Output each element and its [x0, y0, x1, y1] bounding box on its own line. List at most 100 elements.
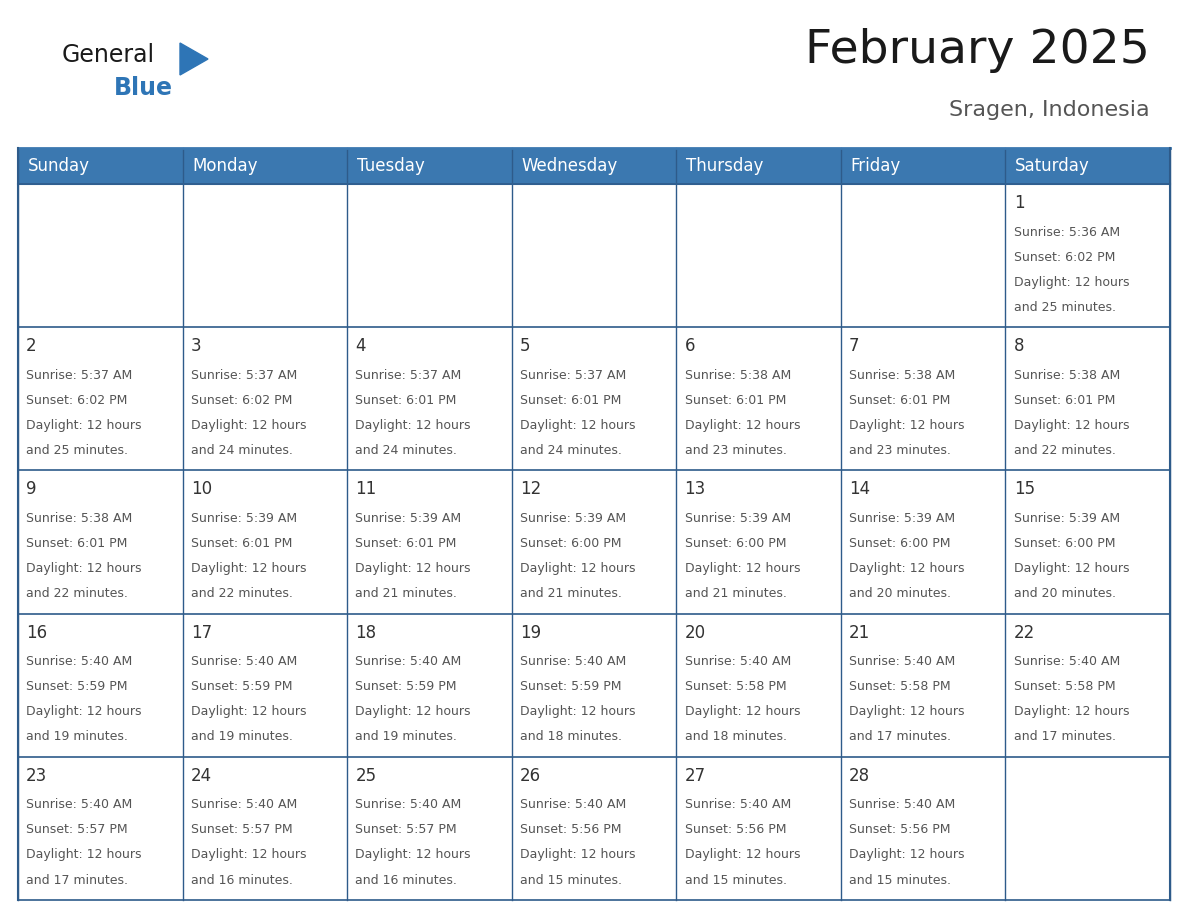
Text: Sunrise: 5:40 AM: Sunrise: 5:40 AM [849, 799, 955, 812]
Text: and 17 minutes.: and 17 minutes. [849, 731, 952, 744]
Text: Daylight: 12 hours: Daylight: 12 hours [684, 562, 800, 575]
Text: Daylight: 12 hours: Daylight: 12 hours [849, 705, 965, 718]
Text: Monday: Monday [192, 157, 258, 175]
Text: Sunrise: 5:38 AM: Sunrise: 5:38 AM [26, 512, 133, 525]
Text: Sunset: 6:01 PM: Sunset: 6:01 PM [849, 394, 950, 407]
Text: 1: 1 [1013, 194, 1024, 212]
Text: Sunrise: 5:40 AM: Sunrise: 5:40 AM [1013, 655, 1120, 668]
Text: Daylight: 12 hours: Daylight: 12 hours [191, 705, 307, 718]
Text: and 16 minutes.: and 16 minutes. [191, 874, 292, 887]
Text: and 25 minutes.: and 25 minutes. [26, 444, 128, 457]
Bar [1005, 613, 1170, 756]
Text: 27: 27 [684, 767, 706, 785]
Bar [676, 184, 841, 327]
Text: 25: 25 [355, 767, 377, 785]
Text: Sunrise: 5:40 AM: Sunrise: 5:40 AM [26, 799, 133, 812]
Text: and 21 minutes.: and 21 minutes. [520, 588, 621, 600]
Text: Sunset: 5:59 PM: Sunset: 5:59 PM [191, 680, 292, 693]
Text: Daylight: 12 hours: Daylight: 12 hours [355, 848, 470, 861]
Text: Daylight: 12 hours: Daylight: 12 hours [26, 562, 141, 575]
Text: Friday: Friday [851, 157, 901, 175]
Text: 20: 20 [684, 623, 706, 642]
Bar [183, 613, 347, 756]
Bar [512, 327, 676, 470]
Text: Blue: Blue [114, 76, 173, 100]
Text: Daylight: 12 hours: Daylight: 12 hours [191, 419, 307, 431]
Bar [841, 148, 1005, 184]
Bar [512, 184, 676, 327]
Text: Daylight: 12 hours: Daylight: 12 hours [26, 705, 141, 718]
Text: Sunset: 6:01 PM: Sunset: 6:01 PM [355, 537, 456, 550]
Text: Sunset: 6:01 PM: Sunset: 6:01 PM [191, 537, 292, 550]
Text: and 21 minutes.: and 21 minutes. [355, 588, 457, 600]
Text: Thursday: Thursday [687, 157, 764, 175]
Text: 15: 15 [1013, 480, 1035, 498]
Text: 3: 3 [191, 337, 202, 355]
Text: 4: 4 [355, 337, 366, 355]
Text: Daylight: 12 hours: Daylight: 12 hours [1013, 419, 1129, 431]
Text: Sunset: 5:59 PM: Sunset: 5:59 PM [520, 680, 621, 693]
Text: Sunset: 5:57 PM: Sunset: 5:57 PM [26, 823, 128, 836]
Text: Sunrise: 5:40 AM: Sunrise: 5:40 AM [520, 655, 626, 668]
Bar [183, 184, 347, 327]
Text: February 2025: February 2025 [805, 28, 1150, 73]
Bar [183, 470, 347, 613]
Text: and 23 minutes.: and 23 minutes. [684, 444, 786, 457]
Text: and 21 minutes.: and 21 minutes. [684, 588, 786, 600]
Text: 28: 28 [849, 767, 871, 785]
Text: Sunrise: 5:39 AM: Sunrise: 5:39 AM [684, 512, 791, 525]
Text: 12: 12 [520, 480, 542, 498]
Text: Sunrise: 5:40 AM: Sunrise: 5:40 AM [26, 655, 133, 668]
Text: and 24 minutes.: and 24 minutes. [355, 444, 457, 457]
Bar [1005, 184, 1170, 327]
Text: 14: 14 [849, 480, 871, 498]
Text: Sunset: 6:00 PM: Sunset: 6:00 PM [849, 537, 950, 550]
Text: Sunrise: 5:39 AM: Sunrise: 5:39 AM [849, 512, 955, 525]
Bar [18, 184, 183, 327]
Bar [347, 327, 512, 470]
Text: 10: 10 [191, 480, 211, 498]
Text: Sunrise: 5:39 AM: Sunrise: 5:39 AM [1013, 512, 1120, 525]
Text: 7: 7 [849, 337, 860, 355]
Text: and 18 minutes.: and 18 minutes. [520, 731, 623, 744]
Text: Sunrise: 5:40 AM: Sunrise: 5:40 AM [191, 799, 297, 812]
Text: and 22 minutes.: and 22 minutes. [191, 588, 292, 600]
Text: 22: 22 [1013, 623, 1035, 642]
Text: Daylight: 12 hours: Daylight: 12 hours [355, 419, 470, 431]
Text: and 17 minutes.: and 17 minutes. [26, 874, 128, 887]
Text: Sunset: 6:00 PM: Sunset: 6:00 PM [520, 537, 621, 550]
Bar [347, 184, 512, 327]
Bar [1005, 470, 1170, 613]
Bar [676, 613, 841, 756]
Text: Daylight: 12 hours: Daylight: 12 hours [849, 848, 965, 861]
Text: 5: 5 [520, 337, 531, 355]
Text: Sunset: 6:02 PM: Sunset: 6:02 PM [26, 394, 127, 407]
Text: Daylight: 12 hours: Daylight: 12 hours [684, 848, 800, 861]
Text: Daylight: 12 hours: Daylight: 12 hours [520, 848, 636, 861]
Text: Sunset: 5:58 PM: Sunset: 5:58 PM [684, 680, 786, 693]
Text: Sunset: 5:56 PM: Sunset: 5:56 PM [849, 823, 950, 836]
Text: Daylight: 12 hours: Daylight: 12 hours [849, 419, 965, 431]
Bar [183, 756, 347, 900]
Text: Daylight: 12 hours: Daylight: 12 hours [849, 562, 965, 575]
Text: Daylight: 12 hours: Daylight: 12 hours [26, 848, 141, 861]
Text: and 19 minutes.: and 19 minutes. [191, 731, 292, 744]
Bar [841, 613, 1005, 756]
Text: 13: 13 [684, 480, 706, 498]
Text: Sunset: 5:58 PM: Sunset: 5:58 PM [1013, 680, 1116, 693]
Text: Sunset: 6:01 PM: Sunset: 6:01 PM [355, 394, 456, 407]
Text: Sunrise: 5:39 AM: Sunrise: 5:39 AM [520, 512, 626, 525]
Text: 2: 2 [26, 337, 37, 355]
Text: Sunset: 6:00 PM: Sunset: 6:00 PM [684, 537, 786, 550]
Bar [18, 756, 183, 900]
Text: Daylight: 12 hours: Daylight: 12 hours [191, 848, 307, 861]
Text: 6: 6 [684, 337, 695, 355]
Text: Daylight: 12 hours: Daylight: 12 hours [355, 705, 470, 718]
Text: Sragen, Indonesia: Sragen, Indonesia [949, 100, 1150, 120]
Text: Sunrise: 5:40 AM: Sunrise: 5:40 AM [684, 799, 791, 812]
Text: 24: 24 [191, 767, 211, 785]
Bar [841, 184, 1005, 327]
Text: and 20 minutes.: and 20 minutes. [849, 588, 952, 600]
Text: 21: 21 [849, 623, 871, 642]
Text: Sunset: 6:00 PM: Sunset: 6:00 PM [1013, 537, 1116, 550]
